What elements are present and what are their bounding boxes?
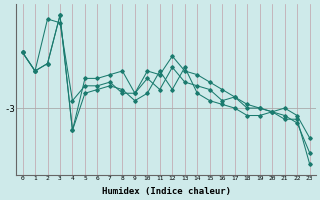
X-axis label: Humidex (Indice chaleur): Humidex (Indice chaleur)	[101, 187, 231, 196]
